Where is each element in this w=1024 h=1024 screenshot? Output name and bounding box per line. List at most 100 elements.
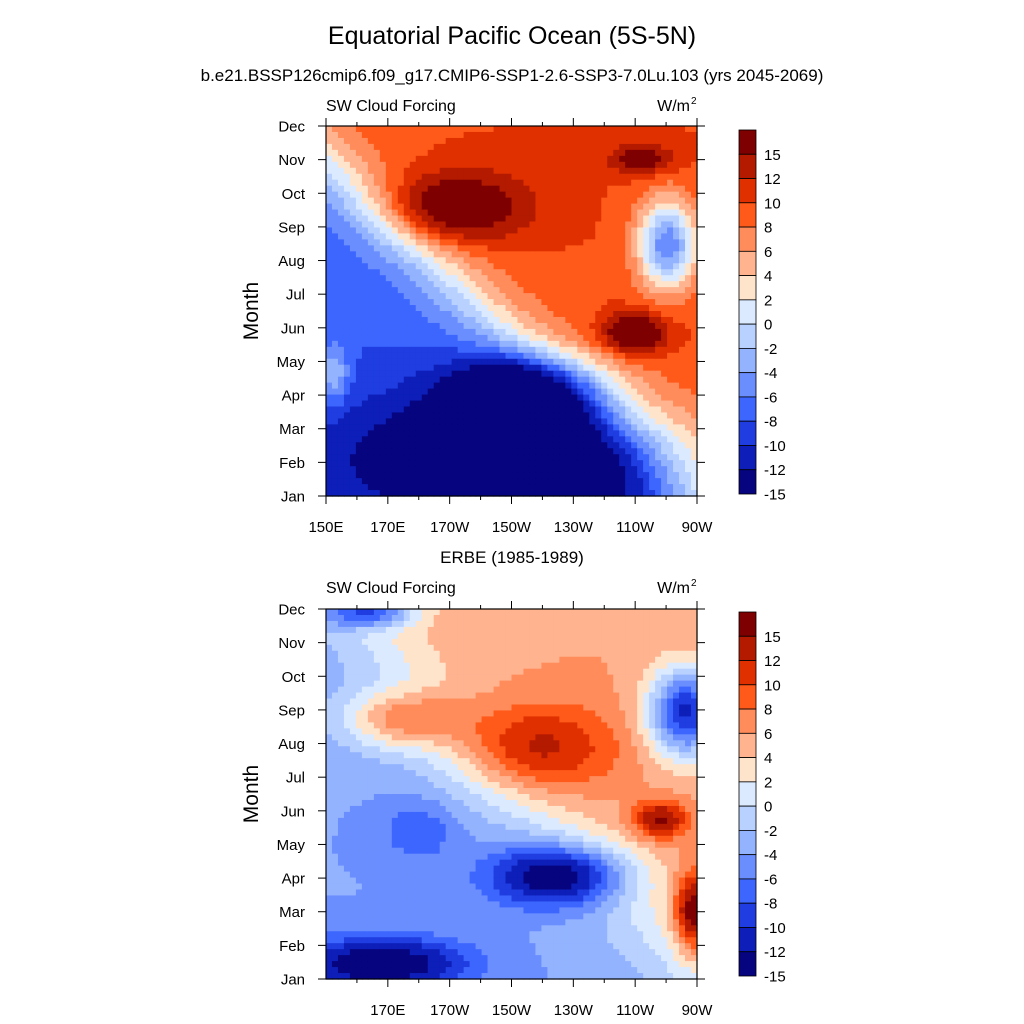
field-cell xyxy=(487,376,495,384)
field-cell xyxy=(565,161,572,169)
field-cell xyxy=(589,245,596,252)
field-cell xyxy=(403,478,411,485)
field-cell xyxy=(343,418,351,425)
field-cell xyxy=(559,454,566,461)
field-cell xyxy=(655,221,662,229)
field-cell xyxy=(601,227,608,235)
field-cell xyxy=(326,722,333,729)
field-cell xyxy=(619,131,626,139)
field-cell xyxy=(373,418,381,425)
field-cell xyxy=(367,764,375,771)
field-cell xyxy=(595,358,602,366)
field-cell xyxy=(547,490,554,497)
field-cell xyxy=(553,418,560,425)
field-cell xyxy=(601,484,608,491)
field-cell xyxy=(385,889,393,897)
field-cell xyxy=(373,394,381,402)
field-cell xyxy=(643,478,650,485)
field-cell xyxy=(523,161,531,169)
field-cell xyxy=(326,770,333,777)
field-cell xyxy=(541,293,548,300)
field-cell xyxy=(613,131,620,139)
field-cell xyxy=(391,305,399,312)
field-cell xyxy=(409,382,417,390)
field-cell xyxy=(361,185,369,193)
field-cell xyxy=(367,173,375,181)
field-cell xyxy=(529,388,537,396)
field-cell xyxy=(541,328,548,336)
field-cell xyxy=(589,412,596,420)
field-cell xyxy=(499,131,507,139)
field-cell xyxy=(601,173,608,181)
field-cell xyxy=(541,245,548,252)
field-cell xyxy=(475,131,483,139)
field-cell xyxy=(367,943,375,950)
field-cell xyxy=(559,245,566,252)
field-cell xyxy=(469,394,477,402)
field-cell xyxy=(421,257,429,264)
field-cell xyxy=(331,973,339,980)
field-cell xyxy=(451,490,459,497)
field-cell xyxy=(337,925,345,932)
field-cell xyxy=(595,460,602,467)
field-cell xyxy=(505,466,513,473)
field-cell xyxy=(326,674,333,682)
field-cell xyxy=(391,358,399,366)
field-cell xyxy=(643,251,650,258)
field-cell xyxy=(517,328,525,336)
field-cell xyxy=(481,334,489,342)
field-cell xyxy=(331,722,339,729)
field-cell xyxy=(379,871,387,879)
field-cell xyxy=(331,919,339,926)
field-cell xyxy=(685,239,692,246)
field-cell xyxy=(361,799,369,807)
field-cell xyxy=(367,227,375,235)
field-cell xyxy=(529,161,537,169)
field-cell xyxy=(667,400,674,408)
field-cell xyxy=(673,328,680,336)
field-cell xyxy=(445,412,453,420)
field-cell xyxy=(547,131,554,139)
field-cell xyxy=(691,161,698,169)
field-cell xyxy=(613,143,620,151)
field-cell xyxy=(445,394,453,402)
field-cell xyxy=(326,328,333,336)
field-cell xyxy=(337,889,345,897)
field-cell xyxy=(469,203,477,211)
field-cell xyxy=(326,692,333,700)
field-cell xyxy=(595,173,602,181)
field-cell xyxy=(361,853,369,861)
field-cell xyxy=(415,293,423,300)
field-cell xyxy=(565,227,572,235)
field-cell xyxy=(361,865,369,873)
field-cell xyxy=(547,436,554,443)
field-cell xyxy=(331,424,339,431)
field-cell xyxy=(355,829,363,837)
field-cell xyxy=(481,155,489,163)
field-cell xyxy=(373,185,381,193)
field-cell xyxy=(643,490,650,497)
field-cell xyxy=(517,293,525,300)
field-cell xyxy=(655,484,662,491)
y-tick-label: Oct xyxy=(282,186,306,203)
field-cell xyxy=(379,203,387,211)
field-cell xyxy=(385,209,393,217)
field-cell xyxy=(589,126,596,133)
field-cell xyxy=(337,305,345,312)
field-cell xyxy=(667,185,674,193)
field-cell xyxy=(589,424,596,431)
field-cell xyxy=(403,847,411,855)
field-cell xyxy=(415,740,423,747)
field-cell xyxy=(631,215,638,223)
field-cell xyxy=(535,382,543,390)
field-cell xyxy=(655,418,662,425)
field-cell xyxy=(331,460,339,467)
field-cell xyxy=(637,382,644,390)
field-cell xyxy=(445,269,453,276)
field-cell xyxy=(631,257,638,264)
field-cell xyxy=(451,126,459,133)
field-cell xyxy=(391,656,399,664)
field-cell xyxy=(601,215,608,223)
field-cell xyxy=(655,173,662,181)
field-cell xyxy=(415,650,423,658)
